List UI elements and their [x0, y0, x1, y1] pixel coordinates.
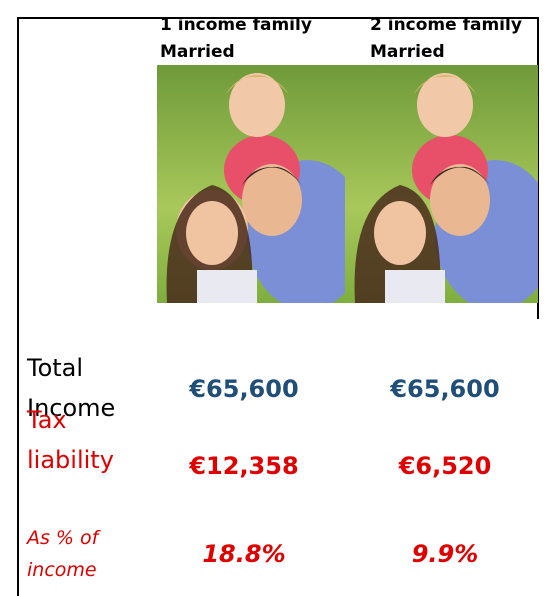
column-header: 1 income family Married: [160, 12, 312, 66]
border-right: [537, 17, 539, 319]
row-label: Total Income: [27, 354, 116, 422]
column-subtitle: Married: [370, 42, 445, 62]
family-photo: [157, 65, 350, 303]
cell-value: €6,520: [398, 452, 492, 480]
row-label: Tax liability: [27, 406, 114, 474]
row-label: As % of income: [27, 527, 99, 581]
column-subtitle: Married: [160, 42, 235, 62]
border-top: [17, 17, 539, 19]
cell-value: €65,600: [390, 375, 500, 403]
border-left: [17, 17, 19, 596]
column-title: 2 income family: [370, 15, 522, 35]
family-photo: [345, 65, 538, 303]
column-title: 1 income family: [160, 15, 312, 35]
cell-value: €12,358: [189, 452, 299, 480]
cell-value: 18.8%: [202, 540, 286, 568]
cell-value: 9.9%: [411, 540, 479, 568]
column-header: 2 income family Married: [370, 12, 522, 66]
cell-value: €65,600: [189, 375, 299, 403]
